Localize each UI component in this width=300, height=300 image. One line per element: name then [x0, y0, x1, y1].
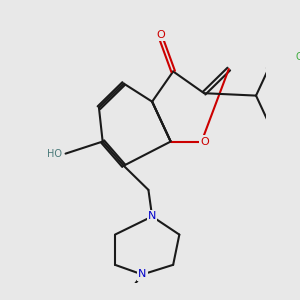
Text: HO: HO	[46, 148, 62, 159]
Text: O: O	[200, 136, 208, 146]
Text: N: N	[148, 212, 156, 221]
Text: Cl: Cl	[296, 52, 300, 62]
Text: O: O	[156, 30, 165, 40]
Text: N: N	[138, 269, 146, 280]
